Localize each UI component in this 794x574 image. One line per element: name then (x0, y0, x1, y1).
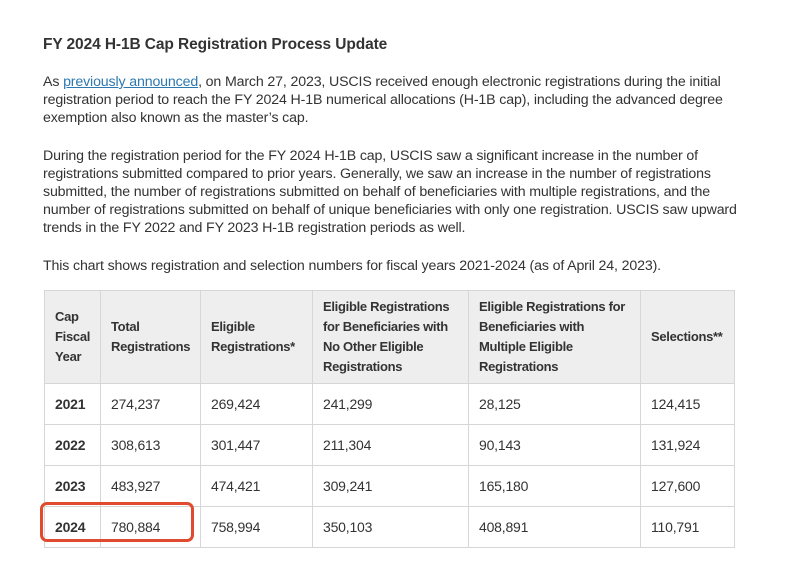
header-eligible-registrations: Eligible Registrations* (200, 290, 313, 384)
registration-increase-paragraph: During the registration period for the F… (43, 148, 737, 236)
year-cell: 2022 (44, 424, 101, 466)
year-cell: 2023 (44, 465, 101, 507)
eligible-multiple-cell: 28,125 (468, 383, 641, 425)
eligible-registrations-cell: 758,994 (200, 506, 313, 548)
header-total-registrations: Total Registrations (100, 290, 201, 384)
selections-cell: 110,791 (640, 506, 735, 548)
eligible-no-other-cell: 350,103 (312, 506, 469, 548)
year-cell: 2024 (44, 506, 101, 548)
header-selections: Selections** (640, 290, 735, 384)
eligible-no-other-cell: 309,241 (312, 465, 469, 507)
selections-cell: 124,415 (640, 383, 735, 425)
table-header-row: Cap Fiscal Year Total Registrations Elig… (44, 290, 735, 384)
eligible-multiple-cell: 90,143 (468, 424, 641, 466)
table-row-2023: 2023 483,927 474,421 309,241 165,180 127… (44, 465, 735, 507)
table-row-2022: 2022 308,613 301,447 211,304 90,143 131,… (44, 424, 735, 466)
selections-cell: 127,600 (640, 465, 735, 507)
eligible-registrations-cell: 269,424 (200, 383, 313, 425)
eligible-no-other-cell: 241,299 (312, 383, 469, 425)
eligible-registrations-cell: 301,447 (200, 424, 313, 466)
eligible-registrations-cell: 474,421 (200, 465, 313, 507)
eligible-no-other-cell: 211,304 (312, 424, 469, 466)
chart-description-paragraph: This chart shows registration and select… (43, 258, 661, 274)
year-cell: 2021 (44, 383, 101, 425)
main-content: FY 2024 H-1B Cap Registration Process Up… (40, 36, 743, 548)
header-eligible-no-other: Eligible Registrations for Beneficiaries… (312, 290, 469, 384)
total-registrations-cell: 274,237 (100, 383, 201, 425)
table-row-2024: 2024 780,884 758,994 350,103 408,891 110… (44, 506, 735, 548)
selections-cell: 131,924 (640, 424, 735, 466)
eligible-multiple-cell: 408,891 (468, 506, 641, 548)
header-cap-fiscal-year: Cap Fiscal Year (44, 290, 101, 384)
intro-paragraph: As previously announced, on March 27, 20… (43, 73, 743, 127)
table-row-2021: 2021 274,237 269,424 241,299 28,125 124,… (44, 383, 735, 425)
total-registrations-cell: 483,927 (100, 465, 201, 507)
header-eligible-multiple: Eligible Registrations for Beneficiaries… (468, 290, 641, 384)
eligible-multiple-cell: 165,180 (468, 465, 641, 507)
intro-paragraph-suffix: , on March 27, 2023, USCIS received enou… (43, 74, 723, 126)
total-registrations-cell: 780,884 (100, 506, 201, 548)
registration-table-container: Cap Fiscal Year Total Registrations Elig… (40, 290, 735, 548)
intro-paragraph-prefix: As (43, 74, 64, 90)
total-registrations-cell: 308,613 (100, 424, 201, 466)
page-title: FY 2024 H-1B Cap Registration Process Up… (43, 36, 388, 53)
registration-table: Cap Fiscal Year Total Registrations Elig… (44, 290, 735, 548)
previously-announced-link[interactable]: previously announced (63, 74, 199, 90)
